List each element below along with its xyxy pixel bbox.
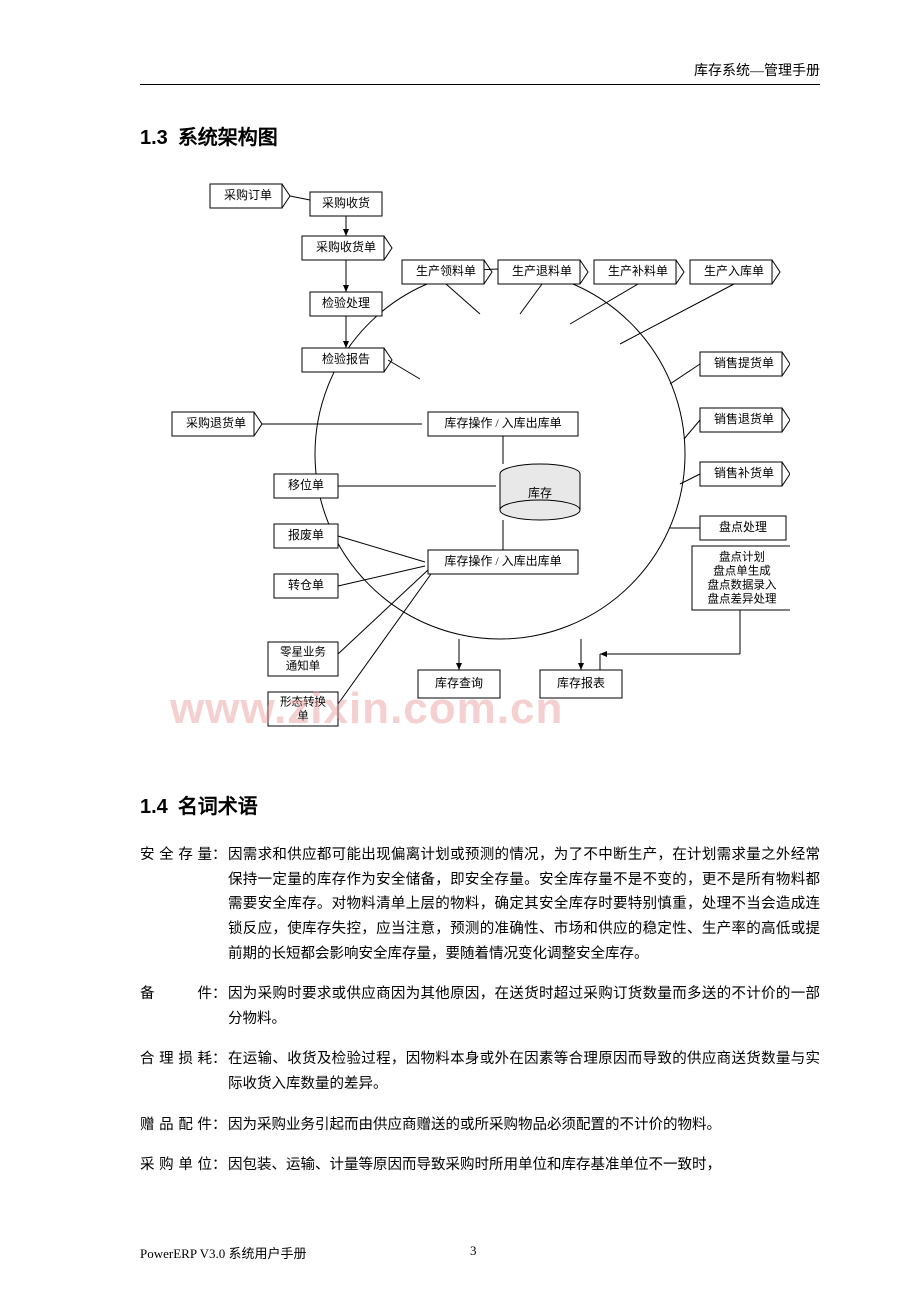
svg-text:库存报表: 库存报表 [557, 675, 605, 690]
svg-text:生产退料单: 生产退料单 [512, 264, 572, 278]
svg-text:移位单: 移位单 [288, 477, 324, 492]
term-def: 因为采购时要求或供应商因为其他原因，在送货时超过采购订货数量而多送的不计价的一部… [228, 982, 820, 1031]
term-row: 备件 ： 因为采购时要求或供应商因为其他原因，在送货时超过采购订货数量而多送的不… [140, 982, 820, 1031]
svg-text:单: 单 [297, 710, 309, 723]
section-text: 名词术语 [178, 796, 258, 818]
term-row: 合理损耗 ： 在运输、收货及检验过程，因物料本身或外在因素等合理原因而导致的供应… [140, 1047, 820, 1096]
footer: PowerERP V3.0 系统用户手册 3 [140, 1243, 820, 1262]
svg-text:库存操作 / 入库出库单: 库存操作 / 入库出库单 [444, 553, 561, 568]
section-num: 1.4 [140, 796, 168, 818]
svg-text:盘点计划: 盘点计划 [719, 550, 765, 564]
terms-list: 安全存量 ： 因需求和供应都可能出现偏离计划或预测的情况，为了不中断生产，在计划… [140, 843, 820, 1178]
svg-text:采购订单: 采购订单 [224, 187, 272, 202]
term-def: 因为采购业务引起而由供应商赠送的或所采购物品必须配置的不计价的物料。 [228, 1113, 820, 1138]
section-arch-title: 1.3 系统架构图 [140, 121, 820, 150]
svg-text:盘点处理: 盘点处理 [719, 519, 767, 534]
svg-text:检验报告: 检验报告 [322, 351, 370, 366]
svg-text:盘点单生成: 盘点单生成 [713, 564, 771, 578]
term-label: 采购单位 [140, 1153, 212, 1178]
svg-text:采购收货: 采购收货 [322, 195, 370, 210]
term-row: 安全存量 ： 因需求和供应都可能出现偏离计划或预测的情况，为了不中断生产，在计划… [140, 843, 820, 966]
footer-left: PowerERP V3.0 系统用户手册 [140, 1243, 306, 1262]
svg-text:检验处理: 检验处理 [322, 295, 370, 310]
term-def: 在运输、收货及检验过程，因物料本身或外在因素等合理原因而导致的供应商送货数量与实… [228, 1047, 820, 1096]
term-def: 因需求和供应都可能出现偏离计划或预测的情况，为了不中断生产，在计划需求量之外经常… [228, 843, 820, 966]
svg-text:零星业务: 零星业务 [280, 645, 326, 659]
term-row: 赠品配件 ： 因为采购业务引起而由供应商赠送的或所采购物品必须配置的不计价的物料… [140, 1113, 820, 1138]
svg-text:库存: 库存 [528, 485, 552, 500]
svg-text:生产领料单: 生产领料单 [416, 264, 476, 278]
svg-text:报废单: 报废单 [288, 527, 324, 542]
svg-text:通知单: 通知单 [286, 659, 321, 673]
section-text: 系统架构图 [178, 127, 278, 149]
svg-text:库存查询: 库存查询 [435, 675, 483, 690]
svg-text:销售退货单: 销售退货单 [714, 411, 774, 426]
svg-text:盘点差异处理: 盘点差异处理 [708, 592, 777, 606]
svg-text:销售补货单: 销售补货单 [714, 465, 774, 480]
term-label: 赠品配件 [140, 1113, 212, 1138]
svg-text:库存操作 / 入库出库单: 库存操作 / 入库出库单 [444, 415, 561, 430]
term-row: 采购单位 ： 因包装、运输、计量等原因而导致采购时所用单位和库存基准单位不一致时… [140, 1153, 820, 1178]
svg-text:形态转换: 形态转换 [280, 695, 326, 709]
page-number: 3 [470, 1243, 477, 1262]
term-label: 备件 [140, 982, 212, 1031]
architecture-diagram: .bx{fill:#fff;stroke:#000;stroke-width:1… [170, 174, 820, 754]
section-terms-title: 1.4 名词术语 [140, 790, 820, 819]
term-label: 合理损耗 [140, 1047, 212, 1096]
svg-text:采购退货单: 采购退货单 [186, 415, 246, 430]
term-label: 安全存量 [140, 843, 212, 966]
svg-text:转仓单: 转仓单 [288, 577, 324, 592]
term-def: 因包装、运输、计量等原因而导致采购时所用单位和库存基准单位不一致时， [228, 1153, 820, 1178]
svg-text:盘点数据录入: 盘点数据录入 [708, 578, 777, 592]
svg-text:采购收货单: 采购收货单 [316, 239, 376, 254]
svg-text:销售提货单: 销售提货单 [714, 355, 774, 370]
header-right-text: 库存系统—管理手册 [140, 60, 820, 85]
section-num: 1.3 [140, 127, 168, 149]
svg-text:生产入库单: 生产入库单 [704, 263, 764, 278]
svg-text:生产补料单: 生产补料单 [608, 264, 668, 278]
